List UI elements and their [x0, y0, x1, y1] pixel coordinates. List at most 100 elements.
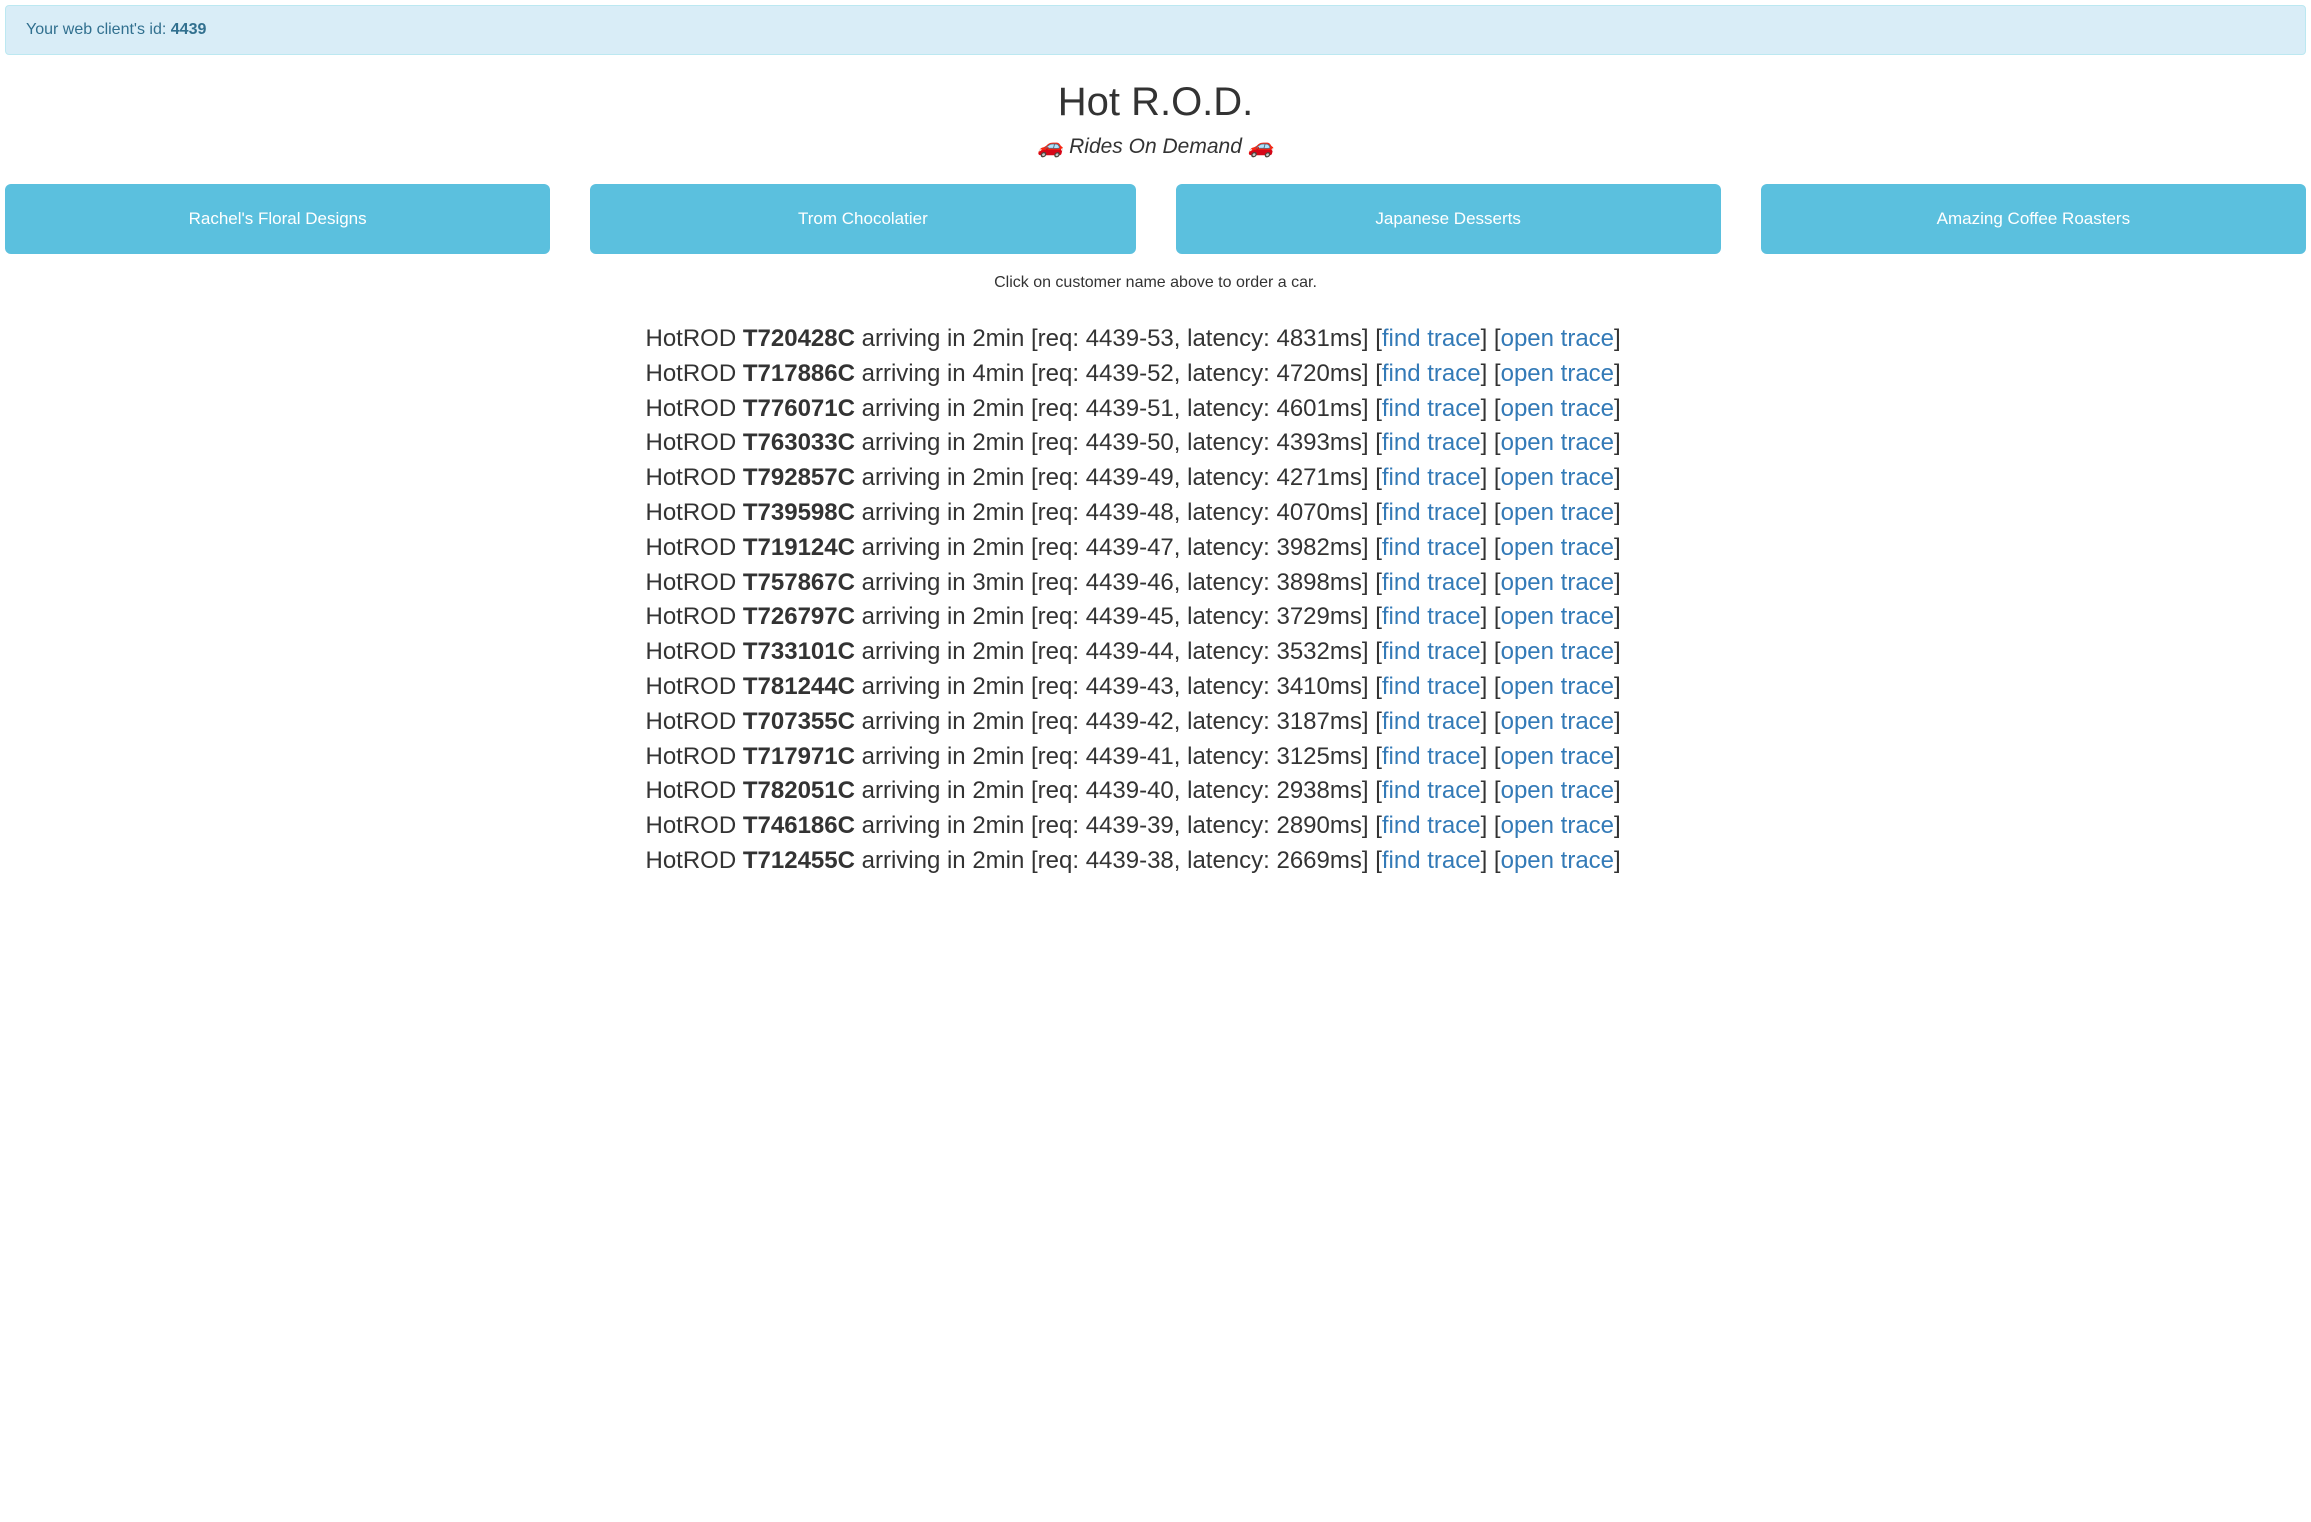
find-trace-link[interactable]: find trace [1382, 534, 1481, 561]
result-row: HotROD T757867C arriving in 3min [req: 4… [646, 566, 1666, 601]
result-row: HotROD T776071C arriving in 2min [req: 4… [646, 392, 1666, 427]
open-trace-link[interactable]: open trace [1501, 708, 1614, 735]
arriving-text: arriving in 2min [req: 4439-50, latency:… [855, 429, 1382, 456]
arriving-text: arriving in 3min [req: 4439-46, latency:… [855, 569, 1382, 596]
open-trace-link[interactable]: open trace [1501, 673, 1614, 700]
bracket-separator: ] [ [1481, 464, 1501, 491]
bracket-end: ] [1614, 743, 1621, 770]
open-trace-link[interactable]: open trace [1501, 429, 1614, 456]
result-row: HotROD T719124C arriving in 2min [req: 4… [646, 531, 1666, 566]
find-trace-link[interactable]: find trace [1382, 569, 1481, 596]
result-row: HotROD T717886C arriving in 4min [req: 4… [646, 357, 1666, 392]
bracket-separator: ] [ [1481, 360, 1501, 387]
result-row: HotROD T782051C arriving in 2min [req: 4… [646, 774, 1666, 809]
result-row: HotROD T717971C arriving in 2min [req: 4… [646, 740, 1666, 775]
results-list: HotROD T720428C arriving in 2min [req: 4… [646, 322, 1666, 879]
customer-button-rachels[interactable]: Rachel's Floral Designs [5, 184, 550, 254]
bracket-end: ] [1614, 638, 1621, 665]
find-trace-link[interactable]: find trace [1382, 499, 1481, 526]
driver-id: T746186C [743, 812, 855, 839]
driver-id: T739598C [743, 499, 855, 526]
open-trace-link[interactable]: open trace [1501, 638, 1614, 665]
open-trace-link[interactable]: open trace [1501, 360, 1614, 387]
find-trace-link[interactable]: find trace [1382, 429, 1481, 456]
find-trace-link[interactable]: find trace [1382, 777, 1481, 804]
bracket-end: ] [1614, 812, 1621, 839]
arriving-text: arriving in 4min [req: 4439-52, latency:… [855, 360, 1382, 387]
bracket-separator: ] [ [1481, 777, 1501, 804]
open-trace-link[interactable]: open trace [1501, 395, 1614, 422]
result-row: HotROD T720428C arriving in 2min [req: 4… [646, 322, 1666, 357]
page-subtitle: 🚗 Rides On Demand 🚗 [5, 135, 2306, 159]
bracket-separator: ] [ [1481, 603, 1501, 630]
arriving-text: arriving in 2min [req: 4439-38, latency:… [855, 847, 1382, 874]
driver-id: T726797C [743, 603, 855, 630]
bracket-end: ] [1614, 464, 1621, 491]
find-trace-link[interactable]: find trace [1382, 812, 1481, 839]
arriving-text: arriving in 2min [req: 4439-45, latency:… [855, 603, 1382, 630]
arriving-text: arriving in 2min [req: 4439-43, latency:… [855, 673, 1382, 700]
find-trace-link[interactable]: find trace [1382, 847, 1481, 874]
driver-id: T757867C [743, 569, 855, 596]
driver-id: T717971C [743, 743, 855, 770]
find-trace-link[interactable]: find trace [1382, 395, 1481, 422]
hotrod-prefix: HotROD [646, 673, 743, 700]
driver-id: T707355C [743, 708, 855, 735]
bracket-separator: ] [ [1481, 673, 1501, 700]
customer-button-coffee[interactable]: Amazing Coffee Roasters [1761, 184, 2306, 254]
open-trace-link[interactable]: open trace [1501, 777, 1614, 804]
bracket-separator: ] [ [1481, 395, 1501, 422]
bracket-separator: ] [ [1481, 499, 1501, 526]
bracket-separator: ] [ [1481, 812, 1501, 839]
customer-button-japanese[interactable]: Japanese Desserts [1176, 184, 1721, 254]
driver-id: T733101C [743, 638, 855, 665]
find-trace-link[interactable]: find trace [1382, 603, 1481, 630]
banner-client-id: 4439 [171, 21, 207, 38]
bracket-end: ] [1614, 395, 1621, 422]
bracket-end: ] [1614, 777, 1621, 804]
arriving-text: arriving in 2min [req: 4439-42, latency:… [855, 708, 1382, 735]
hotrod-prefix: HotROD [646, 638, 743, 665]
driver-id: T712455C [743, 847, 855, 874]
bracket-separator: ] [ [1481, 325, 1501, 352]
find-trace-link[interactable]: find trace [1382, 708, 1481, 735]
bracket-end: ] [1614, 603, 1621, 630]
find-trace-link[interactable]: find trace [1382, 325, 1481, 352]
open-trace-link[interactable]: open trace [1501, 569, 1614, 596]
arriving-text: arriving in 2min [req: 4439-51, latency:… [855, 395, 1382, 422]
find-trace-link[interactable]: find trace [1382, 743, 1481, 770]
customer-button-trom[interactable]: Trom Chocolatier [590, 184, 1135, 254]
hotrod-prefix: HotROD [646, 777, 743, 804]
result-row: HotROD T763033C arriving in 2min [req: 4… [646, 426, 1666, 461]
result-row: HotROD T733101C arriving in 2min [req: 4… [646, 635, 1666, 670]
open-trace-link[interactable]: open trace [1501, 603, 1614, 630]
hotrod-prefix: HotROD [646, 743, 743, 770]
hotrod-prefix: HotROD [646, 812, 743, 839]
driver-id: T782051C [743, 777, 855, 804]
result-row: HotROD T739598C arriving in 2min [req: 4… [646, 496, 1666, 531]
driver-id: T720428C [743, 325, 855, 352]
open-trace-link[interactable]: open trace [1501, 534, 1614, 561]
find-trace-link[interactable]: find trace [1382, 464, 1481, 491]
arriving-text: arriving in 2min [req: 4439-48, latency:… [855, 499, 1382, 526]
bracket-separator: ] [ [1481, 743, 1501, 770]
open-trace-link[interactable]: open trace [1501, 325, 1614, 352]
banner-prefix: Your web client's id: [26, 21, 171, 38]
open-trace-link[interactable]: open trace [1501, 464, 1614, 491]
open-trace-link[interactable]: open trace [1501, 743, 1614, 770]
open-trace-link[interactable]: open trace [1501, 499, 1614, 526]
find-trace-link[interactable]: find trace [1382, 638, 1481, 665]
arriving-text: arriving in 2min [req: 4439-40, latency:… [855, 777, 1382, 804]
result-row: HotROD T707355C arriving in 2min [req: 4… [646, 705, 1666, 740]
find-trace-link[interactable]: find trace [1382, 360, 1481, 387]
hotrod-prefix: HotROD [646, 429, 743, 456]
result-row: HotROD T792857C arriving in 2min [req: 4… [646, 461, 1666, 496]
open-trace-link[interactable]: open trace [1501, 812, 1614, 839]
page-title: Hot R.O.D. [5, 80, 2306, 125]
open-trace-link[interactable]: open trace [1501, 847, 1614, 874]
hotrod-prefix: HotROD [646, 603, 743, 630]
hotrod-prefix: HotROD [646, 534, 743, 561]
hotrod-prefix: HotROD [646, 499, 743, 526]
find-trace-link[interactable]: find trace [1382, 673, 1481, 700]
hotrod-prefix: HotROD [646, 847, 743, 874]
